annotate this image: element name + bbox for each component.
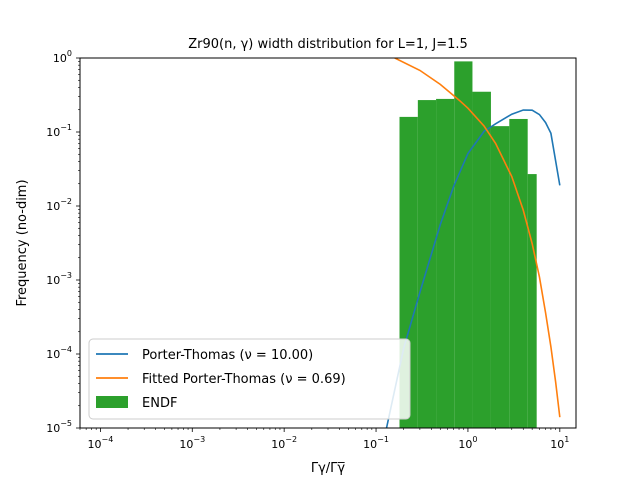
- legend-box: [88, 338, 411, 420]
- tick-label: 10−3: [46, 271, 72, 287]
- x-axis: 10−4 10−3 10−2 10−1 100 101: [79, 428, 569, 451]
- tick-label: 101: [550, 435, 569, 451]
- legend-label: Porter-Thomas (ν = 10.00): [142, 348, 313, 363]
- tick-label: 10−2: [271, 435, 297, 451]
- histogram-bar: [436, 98, 455, 428]
- histogram-bar: [509, 118, 528, 428]
- legend-patch-swatch: [96, 396, 128, 408]
- histogram-bar: [454, 61, 473, 428]
- histogram-bars: [399, 61, 537, 428]
- tick-label: 10−2: [46, 197, 72, 213]
- x-axis-title: Γγ/Γγ̅: [311, 461, 346, 476]
- tick-label: 10−1: [46, 123, 72, 139]
- series-line: [394, 58, 561, 418]
- y-axis-title: Frequency (no-dim): [15, 179, 30, 306]
- tick-label: 10−5: [46, 419, 72, 435]
- tick-label: 10−4: [87, 435, 113, 451]
- series-lines: [385, 58, 561, 428]
- tick-label: 10−3: [179, 435, 205, 451]
- tick-label: 10−4: [46, 345, 72, 361]
- tick-label: 10−1: [363, 435, 389, 451]
- chart-title: Zr90(n, γ) width distribution for L=1, J…: [188, 37, 468, 52]
- series-line: [385, 109, 561, 428]
- histogram-bar: [527, 174, 537, 428]
- histogram-bar: [490, 126, 510, 428]
- legend-label: ENDF: [142, 396, 177, 411]
- legend-label: Fitted Porter-Thomas (ν = 0.69): [142, 372, 346, 387]
- histogram-bar: [417, 100, 437, 428]
- histogram-bar: [472, 91, 491, 428]
- tick-label: 100: [458, 435, 477, 451]
- y-axis: 10−5 10−4 10−3 10−2 10−1 100: [46, 49, 80, 435]
- tick-label: 100: [53, 49, 72, 65]
- legend: Porter-Thomas (ν = 10.00) Fitted Porter-T…: [88, 338, 411, 420]
